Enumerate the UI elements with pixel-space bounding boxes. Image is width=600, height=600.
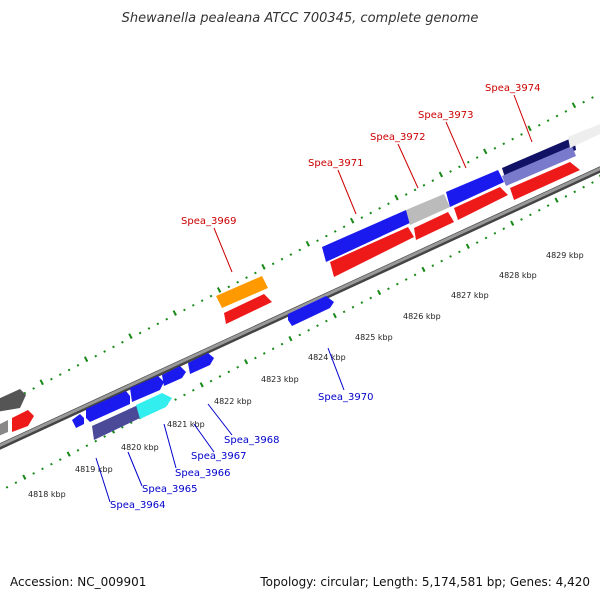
kbp-label: 4829 kbp <box>546 251 584 260</box>
upper-tick-track <box>0 80 600 409</box>
forward-gene-labels: Spea_3969 Spea_3971 Spea_3972 Spea_3973 … <box>181 83 540 273</box>
gene-arrow[interactable] <box>72 414 84 428</box>
gene-arrow[interactable] <box>216 276 268 308</box>
gene-arrow[interactable] <box>414 212 454 240</box>
gene-arrow[interactable] <box>12 410 34 432</box>
gene-label-spea-3967[interactable]: Spea_3967 <box>191 451 246 462</box>
scale-labels: 4818 kbp 4819 kbp 4820 kbp 4821 kbp 4822… <box>28 251 584 499</box>
gene-label-spea-3974[interactable]: Spea_3974 <box>485 83 540 94</box>
gene-arrow[interactable] <box>162 366 186 386</box>
reverse-gene-labels: Spea_3964 Spea_3965 Spea_3966 Spea_3967 … <box>95 347 373 511</box>
gene-label-spea-3968[interactable]: Spea_3968 <box>224 435 279 446</box>
gene-arrow[interactable] <box>502 146 576 186</box>
gene-arrow[interactable] <box>446 170 504 207</box>
gene-label-spea-3971[interactable]: Spea_3971 <box>308 158 363 169</box>
kbp-label: 4822 kbp <box>214 397 252 406</box>
kbp-label: 4827 kbp <box>451 291 489 300</box>
lower-tick-track <box>0 166 600 503</box>
accession-text: Accession: NC_009901 <box>10 575 146 589</box>
kbp-label: 4821 kbp <box>167 420 205 429</box>
gene-arrow[interactable] <box>86 391 130 422</box>
gene-arrow[interactable] <box>510 162 580 200</box>
gene-arrow[interactable] <box>322 210 412 262</box>
gene-arrow[interactable] <box>224 294 272 324</box>
gene-arrow[interactable] <box>0 389 26 412</box>
gene-arrow[interactable] <box>130 376 164 402</box>
kbp-label: 4819 kbp <box>75 465 113 474</box>
gene-arrow[interactable] <box>406 194 450 225</box>
gene-label-spea-3965[interactable]: Spea_3965 <box>142 484 197 495</box>
gene-label-spea-3973[interactable]: Spea_3973 <box>418 110 473 121</box>
kbp-label: 4828 kbp <box>499 271 537 280</box>
kbp-label: 4824 kbp <box>308 353 346 362</box>
topology-text: Topology: circular; Length: 5,174,581 bp… <box>259 575 590 589</box>
gene-arrow[interactable] <box>568 124 600 148</box>
gene-arrow[interactable] <box>330 227 414 277</box>
kbp-label: 4825 kbp <box>355 333 393 342</box>
gene-features <box>0 124 600 440</box>
gene-label-spea-3969[interactable]: Spea_3969 <box>181 216 236 227</box>
gene-arrow[interactable] <box>454 187 508 220</box>
kbp-label: 4820 kbp <box>121 443 159 452</box>
gene-label-spea-3972[interactable]: Spea_3972 <box>370 132 425 143</box>
genome-backbone <box>0 166 600 450</box>
gene-label-spea-3964[interactable]: Spea_3964 <box>110 500 165 511</box>
gene-arrow[interactable] <box>188 353 214 374</box>
gene-arrow[interactable] <box>136 393 172 419</box>
gene-label-spea-3966[interactable]: Spea_3966 <box>175 468 230 479</box>
gene-arrow[interactable] <box>288 296 334 326</box>
gene-arrow[interactable] <box>92 405 140 440</box>
gene-label-spea-3970[interactable]: Spea_3970 <box>318 392 373 403</box>
map-title: Shewanella pealeana ATCC 700345, complet… <box>122 11 479 26</box>
kbp-label: 4823 kbp <box>261 375 299 384</box>
kbp-label: 4826 kbp <box>403 312 441 321</box>
gene-arrow[interactable] <box>0 420 8 437</box>
kbp-label: 4818 kbp <box>28 490 66 499</box>
